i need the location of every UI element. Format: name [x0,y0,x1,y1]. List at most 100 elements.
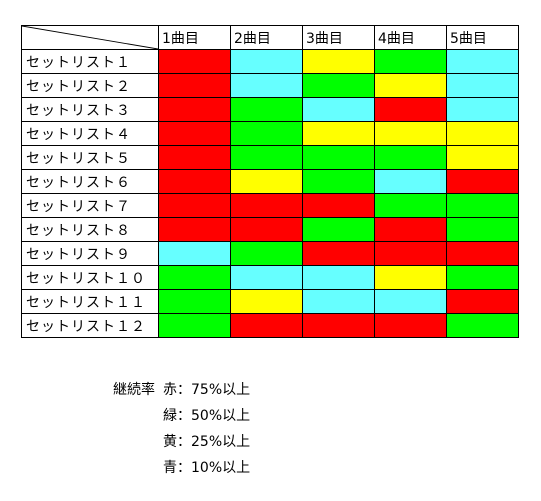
setlist-row: セットリスト１０ [21,265,519,290]
rate-cell-cyan[interactable] [230,49,303,74]
rate-cell-red[interactable] [158,145,231,170]
rate-cell-green[interactable] [446,313,519,338]
rate-cell-red[interactable] [374,313,447,338]
rate-cell-green[interactable] [158,289,231,314]
rate-cell-yellow[interactable] [230,169,303,194]
rate-cell-green[interactable] [446,265,519,290]
rate-cell-red[interactable] [446,241,519,266]
setlist-label[interactable]: セットリスト１１ [21,289,159,314]
rate-cell-yellow[interactable] [446,121,519,146]
rate-cell-red[interactable] [158,193,231,218]
rate-cell-cyan[interactable] [446,73,519,98]
rate-cell-green[interactable] [302,73,375,98]
rate-cell-green[interactable] [374,193,447,218]
setlist-label[interactable]: セットリスト３ [21,97,159,122]
setlist-row: セットリスト６ [21,169,519,194]
rate-cell-red[interactable] [230,217,303,242]
legend-spacer [113,429,163,455]
rate-cell-red[interactable] [230,313,303,338]
legend-title[interactable]: 継続率 [113,382,155,398]
rate-cell-cyan[interactable] [302,289,375,314]
rate-cell-yellow[interactable] [302,121,375,146]
rate-cell-red[interactable] [302,193,375,218]
setlist-row: セットリスト９ [21,241,519,266]
rate-cell-yellow[interactable] [374,121,447,146]
header-song-2[interactable]: 2曲目 [230,25,303,50]
rate-cell-cyan[interactable] [374,289,447,314]
header-song-1[interactable]: 1曲目 [158,25,231,50]
rate-cell-green[interactable] [302,169,375,194]
legend-row: 黄：25%以上 [113,429,250,455]
rate-cell-red[interactable] [446,289,519,314]
setlist-row: セットリスト７ [21,193,519,218]
legend-spacer [113,455,163,481]
rate-cell-red[interactable] [158,169,231,194]
legend-spacer [113,403,163,429]
setlist-label[interactable]: セットリスト１０ [21,265,159,290]
setlist-label[interactable]: セットリスト２ [21,73,159,98]
rate-cell-cyan[interactable] [158,241,231,266]
rate-cell-cyan[interactable] [302,97,375,122]
setlist-label[interactable]: セットリスト１２ [21,313,159,338]
rate-cell-green[interactable] [374,145,447,170]
header-row: 1曲目 2曲目 3曲目 4曲目 5曲目 [21,25,519,50]
legend-item-red[interactable]: 赤：75%以上 [163,382,251,398]
rate-cell-red[interactable] [158,121,231,146]
rate-cell-red[interactable] [374,217,447,242]
diagonal-line [22,26,158,49]
setlist-label[interactable]: セットリスト８ [21,217,159,242]
rate-cell-cyan[interactable] [302,265,375,290]
setlist-label[interactable]: セットリスト４ [21,121,159,146]
rate-cell-green[interactable] [230,121,303,146]
rate-cell-yellow[interactable] [446,145,519,170]
legend-row: 継続率 赤：75%以上 [113,377,250,403]
rate-cell-red[interactable] [158,217,231,242]
header-song-4[interactable]: 4曲目 [374,25,447,50]
header-song-5[interactable]: 5曲目 [446,25,519,50]
legend-item-blue[interactable]: 青：10%以上 [163,460,251,476]
rate-cell-green[interactable] [302,145,375,170]
corner-cell[interactable] [21,25,159,50]
setlist-label[interactable]: セットリスト５ [21,145,159,170]
rate-cell-green[interactable] [446,217,519,242]
legend-item-green[interactable]: 緑：50%以上 [163,408,251,424]
rate-cell-red[interactable] [446,169,519,194]
rate-cell-red[interactable] [230,193,303,218]
rate-cell-cyan[interactable] [446,97,519,122]
rate-cell-yellow[interactable] [230,289,303,314]
header-song-3[interactable]: 3曲目 [302,25,375,50]
setlist-label[interactable]: セットリスト６ [21,169,159,194]
rate-cell-red[interactable] [374,97,447,122]
setlist-row: セットリスト３ [21,97,519,122]
rate-cell-red[interactable] [158,97,231,122]
rate-cell-green[interactable] [230,97,303,122]
rate-cell-red[interactable] [158,73,231,98]
legend-item-yellow[interactable]: 黄：25%以上 [163,434,251,450]
setlist-row: セットリスト１ [21,49,519,74]
rate-cell-green[interactable] [158,265,231,290]
rate-cell-red[interactable] [374,241,447,266]
rate-cell-green[interactable] [302,217,375,242]
setlist-row: セットリスト４ [21,121,519,146]
rate-cell-cyan[interactable] [230,73,303,98]
rate-cell-yellow[interactable] [302,49,375,74]
setlist-row: セットリスト１１ [21,289,519,314]
rate-cell-green[interactable] [230,145,303,170]
rate-cell-green[interactable] [374,49,447,74]
rate-cell-red[interactable] [158,49,231,74]
setlist-grid: 1曲目 2曲目 3曲目 4曲目 5曲目 セットリスト１ セットリスト２ セットリスト… [21,25,519,338]
setlist-label[interactable]: セットリスト１ [21,49,159,74]
setlist-label[interactable]: セットリスト９ [21,241,159,266]
rate-cell-cyan[interactable] [374,169,447,194]
rate-cell-red[interactable] [302,313,375,338]
rate-cell-green[interactable] [446,193,519,218]
legend-row: 青：10%以上 [113,455,250,481]
rate-cell-red[interactable] [302,241,375,266]
rate-cell-cyan[interactable] [446,49,519,74]
rate-cell-yellow[interactable] [374,73,447,98]
setlist-label[interactable]: セットリスト７ [21,193,159,218]
rate-cell-green[interactable] [230,241,303,266]
rate-cell-cyan[interactable] [230,265,303,290]
rate-cell-yellow[interactable] [374,265,447,290]
rate-cell-green[interactable] [158,313,231,338]
